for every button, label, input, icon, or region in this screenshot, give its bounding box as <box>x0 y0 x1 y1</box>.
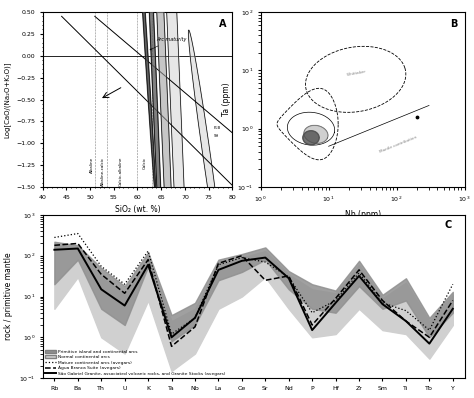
Água Branca Suite (avegars) <box>427 335 432 340</box>
São Gabriel Granite, associated volcanic rocks, and Granite Stocks (avegars) <box>52 248 57 252</box>
X-axis label: Nb (ppm): Nb (ppm) <box>345 210 381 219</box>
São Gabriel Granite, associated volcanic rocks, and Granite Stocks (avegars) <box>216 267 221 272</box>
Água Branca Suite (avegars) <box>286 273 292 278</box>
Text: PLB: PLB <box>213 125 220 129</box>
São Gabriel Granite, associated volcanic rocks, and Granite Stocks (avegars) <box>99 287 104 292</box>
Água Branca Suite (avegars) <box>75 241 81 246</box>
São Gabriel Granite, associated volcanic rocks, and Granite Stocks (avegars) <box>333 300 338 305</box>
Y-axis label: Ta (ppm): Ta (ppm) <box>222 83 231 116</box>
Text: Calcic-alkaline: Calcic-alkaline <box>119 156 123 186</box>
São Gabriel Granite, associated volcanic rocks, and Granite Stocks (avegars) <box>310 328 315 332</box>
Text: Alkaline: Alkaline <box>90 156 93 173</box>
Água Branca Suite (avegars) <box>333 296 338 301</box>
Mature continental arcs (avegars) <box>286 275 292 279</box>
Text: B: B <box>450 19 457 29</box>
Line: Água Branca Suite (avegars): Água Branca Suite (avegars) <box>55 244 453 346</box>
Mature continental arcs (avegars) <box>75 231 81 236</box>
Água Branca Suite (avegars) <box>450 298 456 303</box>
Text: Mantle contribution: Mantle contribution <box>379 135 418 154</box>
Polygon shape <box>145 0 182 398</box>
Polygon shape <box>147 0 203 398</box>
Água Branca Suite (avegars) <box>216 261 221 266</box>
Mature continental arcs (avegars) <box>169 332 174 336</box>
Água Branca Suite (avegars) <box>356 267 362 272</box>
São Gabriel Granite, associated volcanic rocks, and Granite Stocks (avegars) <box>192 316 198 320</box>
Polygon shape <box>188 30 224 274</box>
São Gabriel Granite, associated volcanic rocks, and Granite Stocks (avegars) <box>122 303 128 308</box>
Mature continental arcs (avegars) <box>216 262 221 267</box>
São Gabriel Granite, associated volcanic rocks, and Granite Stocks (avegars) <box>356 273 362 278</box>
Mature continental arcs (avegars) <box>450 282 456 287</box>
Água Branca Suite (avegars) <box>310 323 315 328</box>
Mature continental arcs (avegars) <box>356 271 362 275</box>
Polygon shape <box>303 131 319 145</box>
Água Branca Suite (avegars) <box>122 291 128 296</box>
São Gabriel Granite, associated volcanic rocks, and Granite Stocks (avegars) <box>239 258 245 263</box>
São Gabriel Granite, associated volcanic rocks, and Granite Stocks (avegars) <box>403 319 409 324</box>
Polygon shape <box>142 0 166 351</box>
Text: C: C <box>445 220 452 230</box>
Mature continental arcs (avegars) <box>239 255 245 260</box>
Água Branca Suite (avegars) <box>169 344 174 349</box>
Line: São Gabriel Granite, associated volcanic rocks, and Granite Stocks (avegars): São Gabriel Granite, associated volcanic… <box>55 248 453 343</box>
Polygon shape <box>304 125 328 143</box>
Mature continental arcs (avegars) <box>403 308 409 313</box>
São Gabriel Granite, associated volcanic rocks, and Granite Stocks (avegars) <box>427 341 432 346</box>
São Gabriel Granite, associated volcanic rocks, and Granite Stocks (avegars) <box>263 255 268 260</box>
Água Branca Suite (avegars) <box>263 278 268 283</box>
Y-axis label: Log[CaO/(Na₂O+K₂O)]: Log[CaO/(Na₂O+K₂O)] <box>4 61 10 138</box>
Água Branca Suite (avegars) <box>192 324 198 329</box>
Mature continental arcs (avegars) <box>333 298 338 303</box>
São Gabriel Granite, associated volcanic rocks, and Granite Stocks (avegars) <box>450 306 456 311</box>
Mature continental arcs (avegars) <box>52 235 57 240</box>
Água Branca Suite (avegars) <box>52 243 57 248</box>
São Gabriel Granite, associated volcanic rocks, and Granite Stocks (avegars) <box>380 302 385 306</box>
Mature continental arcs (avegars) <box>145 249 151 254</box>
Mature continental arcs (avegars) <box>263 259 268 264</box>
Mature continental arcs (avegars) <box>99 264 104 269</box>
Line: Mature continental arcs (avegars): Mature continental arcs (avegars) <box>55 234 453 334</box>
Text: Calcic: Calcic <box>143 156 146 168</box>
Text: A: A <box>219 19 227 29</box>
Text: Arc maturity: Arc maturity <box>150 37 187 50</box>
X-axis label: SiO₂ (wt. %): SiO₂ (wt. %) <box>115 205 160 214</box>
Água Branca Suite (avegars) <box>239 254 245 258</box>
São Gabriel Granite, associated volcanic rocks, and Granite Stocks (avegars) <box>145 262 151 267</box>
Mature continental arcs (avegars) <box>192 316 198 320</box>
Água Branca Suite (avegars) <box>403 319 409 324</box>
Text: Alkaline-calcic: Alkaline-calcic <box>101 156 105 185</box>
Text: SH: SH <box>213 134 219 138</box>
Água Branca Suite (avegars) <box>380 298 385 303</box>
Mature continental arcs (avegars) <box>122 282 128 287</box>
Mature continental arcs (avegars) <box>380 300 385 305</box>
Legend: Primitive island and continental arcs, Normal continental arcs, Mature continent: Primitive island and continental arcs, N… <box>45 349 226 376</box>
Mature continental arcs (avegars) <box>427 328 432 332</box>
Polygon shape <box>138 0 156 201</box>
Água Branca Suite (avegars) <box>99 272 104 277</box>
Água Branca Suite (avegars) <box>145 257 151 262</box>
São Gabriel Granite, associated volcanic rocks, and Granite Stocks (avegars) <box>75 246 81 251</box>
São Gabriel Granite, associated volcanic rocks, and Granite Stocks (avegars) <box>286 276 292 281</box>
Text: Whittaker: Whittaker <box>346 70 366 77</box>
Y-axis label: rock / primitive mantle: rock / primitive mantle <box>4 253 13 340</box>
São Gabriel Granite, associated volcanic rocks, and Granite Stocks (avegars) <box>169 335 174 340</box>
Mature continental arcs (avegars) <box>310 310 315 315</box>
